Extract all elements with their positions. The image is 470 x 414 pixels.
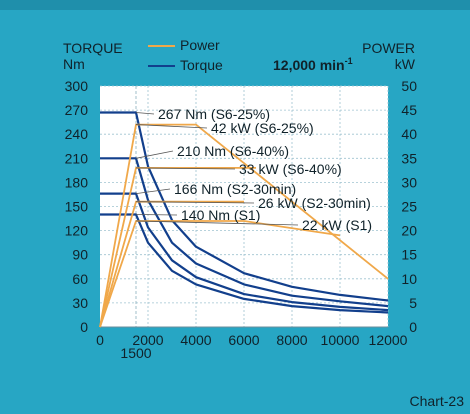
- legend-power-label: Power: [180, 37, 220, 53]
- annotation-label: 22 kW (S1): [302, 217, 372, 233]
- annotation-label: 166 Nm (S2-30min): [174, 181, 296, 197]
- x-tick-label: 4000: [180, 332, 211, 348]
- y2-tick-label: 15: [401, 247, 417, 263]
- y-tick-label: 60: [72, 271, 88, 287]
- y2-tick-label: 50: [401, 78, 417, 94]
- annotation-leader: [135, 150, 174, 159]
- speed-rating-base: 12,000 min: [273, 57, 345, 73]
- x-tick-label: 2000: [132, 332, 163, 348]
- y2-tick-label: 10: [401, 271, 417, 287]
- x-tick-label: 8000: [276, 332, 307, 348]
- torque-curve-torque_s2: [100, 192, 389, 312]
- y2-tick-label: 30: [401, 174, 417, 190]
- power-curve-power_s6_40: [99, 166, 256, 328]
- x-tick-label: 12000: [369, 332, 408, 348]
- torque-curve-torque_s1: [100, 213, 389, 314]
- y-tick-label: 270: [65, 102, 89, 118]
- y2-tick-label: 40: [401, 126, 417, 142]
- legend-torque-label: Torque: [180, 57, 223, 73]
- annotation-leader: [135, 124, 208, 129]
- chart-id: Chart-23: [410, 393, 465, 409]
- annotation-leader: [135, 167, 236, 170]
- x-tick-label: 6000: [228, 332, 259, 348]
- power-curve-power_s6_25: [99, 123, 389, 328]
- speed-rating-exponent: -1: [345, 56, 353, 66]
- y2-tick-label: 5: [409, 295, 417, 311]
- annotation-label: 267 Nm (S6-25%): [158, 106, 270, 122]
- y-tick-label: 180: [65, 174, 89, 190]
- annotation-label: 33 kW (S6-40%): [239, 161, 342, 177]
- speed-rating: 12,000 min-1: [273, 56, 353, 73]
- x-tick-label: 0: [96, 332, 104, 348]
- y2-tick-label: 45: [401, 102, 417, 118]
- annotation-label: 140 Nm (S1): [181, 207, 260, 223]
- y-tick-label: 90: [72, 247, 88, 263]
- torque-curve-torque_s6_25: [100, 111, 389, 302]
- x-tick-label-extra: 1500: [120, 345, 151, 361]
- y2-tick-label: 25: [401, 199, 417, 215]
- annotation-label: 42 kW (S6-25%): [211, 120, 314, 136]
- power-curve-power_s1: [99, 220, 341, 328]
- y-tick-label: 300: [65, 78, 89, 94]
- y-tick-label: 30: [72, 295, 88, 311]
- annotation-label: 210 Nm (S6-40%): [177, 143, 289, 159]
- right-axis-unit: kW: [395, 56, 416, 72]
- y-tick-label: 0: [80, 319, 88, 335]
- y2-tick-label: 35: [401, 150, 417, 166]
- y2-tick-label: 0: [409, 319, 417, 335]
- annotation-leader: [135, 201, 255, 204]
- right-axis-label: POWER: [362, 40, 415, 56]
- left-axis-unit: Nm: [63, 56, 85, 72]
- top-strip: [0, 0, 470, 10]
- left-axis-label: TORQUE: [63, 40, 123, 56]
- y2-tick-label: 20: [401, 223, 417, 239]
- torque-curve-torque_s6_40: [100, 157, 389, 308]
- annotation-leader: [135, 188, 171, 195]
- y-tick-label: 150: [65, 199, 89, 215]
- annotation-label: 26 kW (S2-30min): [258, 195, 371, 211]
- y-tick-label: 240: [65, 126, 89, 142]
- y-tick-label: 210: [65, 150, 89, 166]
- annotation-leader: [135, 112, 155, 115]
- y-tick-label: 120: [65, 223, 89, 239]
- x-tick-label: 10000: [321, 332, 360, 348]
- annotation-leader: [135, 220, 299, 226]
